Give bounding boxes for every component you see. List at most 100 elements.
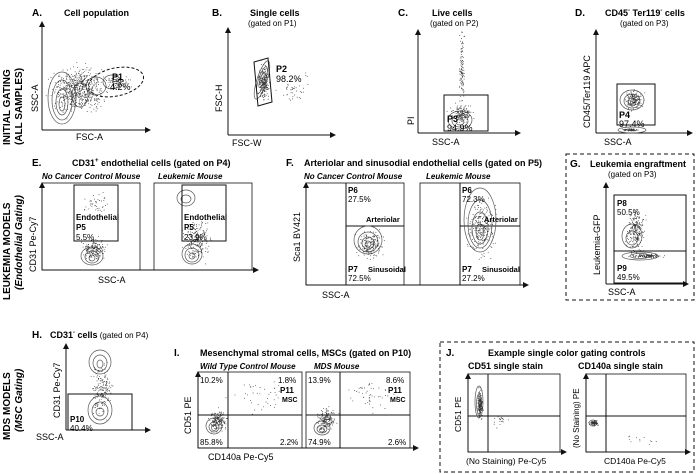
event-dot [59, 75, 61, 77]
event-dot [631, 237, 633, 239]
panel-j-dashed-box [439, 341, 695, 473]
event-dot [98, 412, 100, 414]
event-dot [82, 103, 84, 104]
event-dot [92, 388, 94, 390]
event-dot [262, 81, 264, 83]
event-dot [635, 107, 637, 108]
panel-c-letter: C. [398, 8, 408, 19]
event-dot [640, 224, 642, 226]
event-dot [322, 420, 323, 422]
event-dot [121, 79, 123, 81]
event-dot [126, 82, 128, 84]
event-dot [116, 80, 117, 82]
event-dot [368, 237, 370, 239]
event-dot [627, 235, 628, 237]
event-dot [330, 419, 332, 421]
event-dot [628, 436, 630, 438]
event-dot [372, 388, 374, 390]
event-dot [470, 111, 472, 113]
event-dot [99, 388, 101, 390]
event-dot [214, 419, 216, 421]
event-dot [205, 243, 207, 245]
event-dot [374, 243, 376, 245]
event-dot [477, 233, 478, 235]
event-dot [218, 414, 220, 416]
event-dot [56, 86, 58, 88]
event-dot [369, 246, 371, 248]
event-dot [260, 89, 262, 91]
event-dot [85, 80, 87, 82]
event-dot [216, 431, 218, 433]
event-dot [104, 368, 106, 370]
event-dot [260, 76, 262, 78]
event-dot [463, 92, 464, 94]
event-dot [377, 245, 379, 247]
event-dot [332, 422, 334, 424]
event-dot [92, 250, 94, 252]
event-dot [198, 224, 200, 226]
panel-i: I. Mesenchymal stromal cells, MSCs (gate… [174, 348, 419, 462]
event-dot [631, 93, 632, 95]
event-dot [484, 231, 486, 233]
row1-label: INITIAL GATING [2, 69, 13, 145]
event-dot [459, 85, 461, 87]
event-dot [78, 89, 80, 90]
event-dot [198, 236, 200, 238]
panel-d-title-sup1: - [628, 8, 630, 14]
event-dot [651, 441, 653, 442]
event-dot [321, 422, 323, 424]
event-dot [477, 410, 478, 412]
event-dot [461, 111, 462, 113]
event-dot [202, 219, 203, 220]
event-dot [594, 421, 596, 423]
event-dot [475, 216, 476, 218]
event-dot [85, 77, 87, 79]
event-dot [118, 80, 120, 82]
event-dot [461, 38, 462, 39]
panel-j-left-ylabel: CD51 PE [453, 396, 463, 432]
event-dot [491, 215, 493, 216]
event-dot [261, 71, 263, 73]
event-dot [461, 115, 463, 117]
event-dot [366, 245, 368, 247]
event-dot [263, 95, 265, 97]
event-dot [191, 243, 193, 245]
event-dot [382, 254, 384, 256]
event-dot [324, 431, 326, 433]
event-dot [468, 115, 470, 117]
event-dot [88, 79, 89, 80]
event-dot [624, 130, 626, 132]
event-dot [195, 234, 197, 236]
event-dot [637, 97, 639, 99]
event-dot [194, 223, 196, 225]
event-dot [479, 209, 481, 211]
event-dot [96, 74, 97, 76]
event-dot [630, 219, 632, 221]
event-dot [68, 78, 70, 80]
event-dot [80, 90, 82, 92]
event-dot [485, 226, 487, 228]
event-dot [112, 79, 114, 81]
event-dot [85, 93, 87, 95]
event-dot [323, 429, 325, 431]
event-dot [59, 93, 61, 95]
event-dot [594, 420, 596, 421]
event-dot [366, 241, 368, 243]
event-dot [185, 248, 187, 250]
event-dot [207, 222, 209, 224]
event-dot [477, 222, 479, 223]
event-dot [634, 96, 636, 98]
event-dot [64, 109, 66, 111]
event-dot [82, 246, 84, 248]
event-dot [479, 391, 481, 393]
event-dot [450, 107, 452, 109]
event-dot [479, 241, 481, 243]
event-dot [479, 237, 481, 238]
event-dot [220, 419, 222, 421]
event-dot [95, 389, 97, 391]
event-dot [635, 226, 636, 228]
event-dot [634, 236, 636, 238]
event-dot [83, 92, 85, 94]
event-dot [65, 85, 67, 87]
event-dot [85, 255, 87, 257]
